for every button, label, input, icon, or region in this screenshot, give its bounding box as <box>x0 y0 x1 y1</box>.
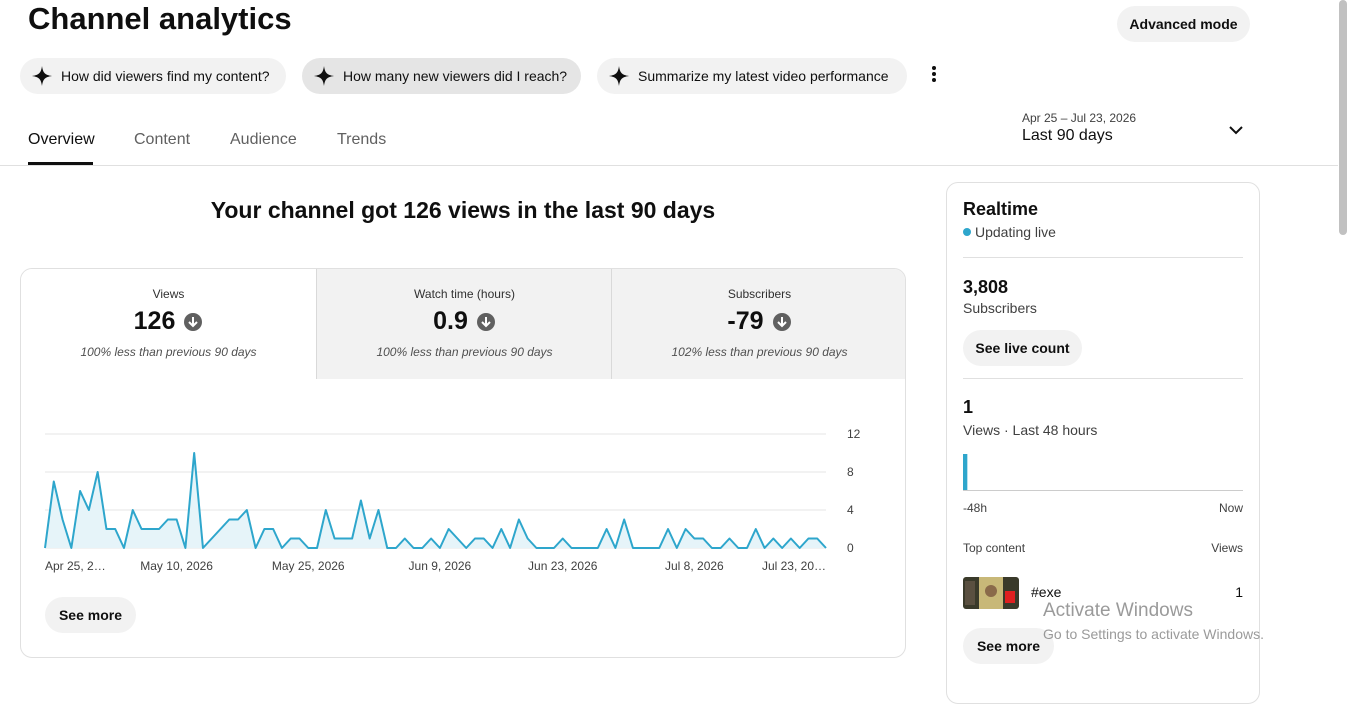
realtime-views: 1 <box>963 397 974 417</box>
metric-label: Watch time (hours) <box>414 287 515 301</box>
divider <box>963 378 1243 379</box>
sparkle-icon <box>32 66 52 86</box>
tab[interactable]: Overview <box>28 131 95 148</box>
date-range-label[interactable]: Last 90 days <box>1022 127 1113 144</box>
tab[interactable]: Trends <box>337 131 387 148</box>
page-title: Channel analytics <box>28 1 292 36</box>
advanced-mode-button[interactable]: Advanced mode <box>1117 6 1250 42</box>
x-tick-label: Jul 8, 2026 <box>665 559 724 573</box>
line <box>44 452 827 549</box>
area <box>45 453 826 548</box>
top-content-header: Top content <box>963 541 1026 555</box>
views-header: Views <box>1211 541 1243 555</box>
date-range-dates: Apr 25 – Jul 23, 2026 <box>1022 111 1137 125</box>
realtime-see-more-button[interactable]: See more <box>963 628 1054 664</box>
realtime-title: Realtime <box>963 199 1039 219</box>
metric-value: -79 <box>727 307 764 335</box>
metric-note: 100% less than previous 90 days <box>80 345 257 359</box>
metric-label: Subscribers <box>727 287 792 301</box>
overview-card: Views 126 100% less than previous 90 day… <box>20 268 906 658</box>
metric-tab[interactable]: Subscribers -79 102% less than previous … <box>611 269 905 379</box>
bar <box>963 454 968 490</box>
video-thumbnail[interactable] <box>963 577 1019 609</box>
watermark-title: Activate Windows <box>1043 600 1193 621</box>
down-icon <box>184 312 203 331</box>
scrollbar-thumb[interactable] <box>1339 0 1347 235</box>
video-title[interactable]: #exe <box>1031 584 1062 600</box>
subscriber-label: Subscribers <box>963 300 1037 316</box>
x-tick-label: Jun 9, 2026 <box>409 559 472 573</box>
video-views: 1 <box>1235 584 1243 600</box>
x-tick-label: Jul 23, 20… <box>762 559 826 573</box>
metric-tab[interactable]: Watch time (hours) 0.9 100% less than pr… <box>316 269 612 379</box>
divider <box>0 165 1338 166</box>
metric-value: 0.9 <box>433 307 468 335</box>
date-range-chevron[interactable] <box>1228 124 1244 136</box>
suggestion-chip[interactable]: How did viewers find my content? <box>20 58 286 94</box>
sparkle-icon <box>609 66 629 86</box>
see-more-button[interactable]: See more <box>45 597 136 633</box>
down-icon <box>772 312 791 331</box>
subscriber-count: 3,808 <box>963 277 1009 297</box>
realtime-views-label: Views · Last 48 hours <box>963 422 1098 438</box>
x-tick-label: May 25, 2026 <box>272 559 345 573</box>
y-tick-label: 0 <box>847 541 854 555</box>
tab-underline <box>28 162 93 165</box>
y-tick-label: 12 <box>847 427 861 441</box>
metric-label: Views <box>152 287 185 301</box>
suggestion-chip[interactable]: Summarize my latest video performance <box>597 58 907 94</box>
realtime-status: Updating live <box>975 224 1056 240</box>
x-tick-label: -48h <box>963 501 987 515</box>
x-tick-label: May 10, 2026 <box>140 559 213 573</box>
tab[interactable]: Audience <box>230 131 297 148</box>
suggestion-chip[interactable]: How many new viewers did I reach? <box>302 58 581 94</box>
x-tick-label: Apr 25, 2… <box>45 559 106 573</box>
x-tick-label: Now <box>1219 501 1243 515</box>
metric-note: 102% less than previous 90 days <box>671 345 848 359</box>
metric-tab[interactable]: Views 126 100% less than previous 90 day… <box>21 269 316 379</box>
sparkle-icon <box>314 66 334 86</box>
headline: Your channel got 126 views in the last 9… <box>210 197 716 223</box>
down-icon <box>476 312 495 331</box>
tab[interactable]: Content <box>134 131 191 148</box>
divider <box>963 257 1243 258</box>
y-tick-label: 4 <box>847 503 854 517</box>
watermark-text: Go to Settings to activate Windows. <box>1043 626 1264 642</box>
metric-note: 100% less than previous 90 days <box>376 345 553 359</box>
suggestion-text: How did viewers find my content? <box>61 68 270 84</box>
live-dot <box>963 228 971 236</box>
suggestion-text: Summarize my latest video performance <box>638 68 889 84</box>
see-live-count-button[interactable]: See live count <box>963 330 1082 366</box>
x-tick-label: Jun 23, 2026 <box>528 559 598 573</box>
y-tick-label: 8 <box>847 465 854 479</box>
metric-value: 126 <box>133 307 176 335</box>
suggestion-text: How many new viewers did I reach? <box>343 68 568 84</box>
charts-layer: 0 4 8 12 Apr 25, 2… May 10, 2026 May 25, 2026 J… <box>44 427 1243 573</box>
more-menu[interactable] <box>928 64 940 84</box>
